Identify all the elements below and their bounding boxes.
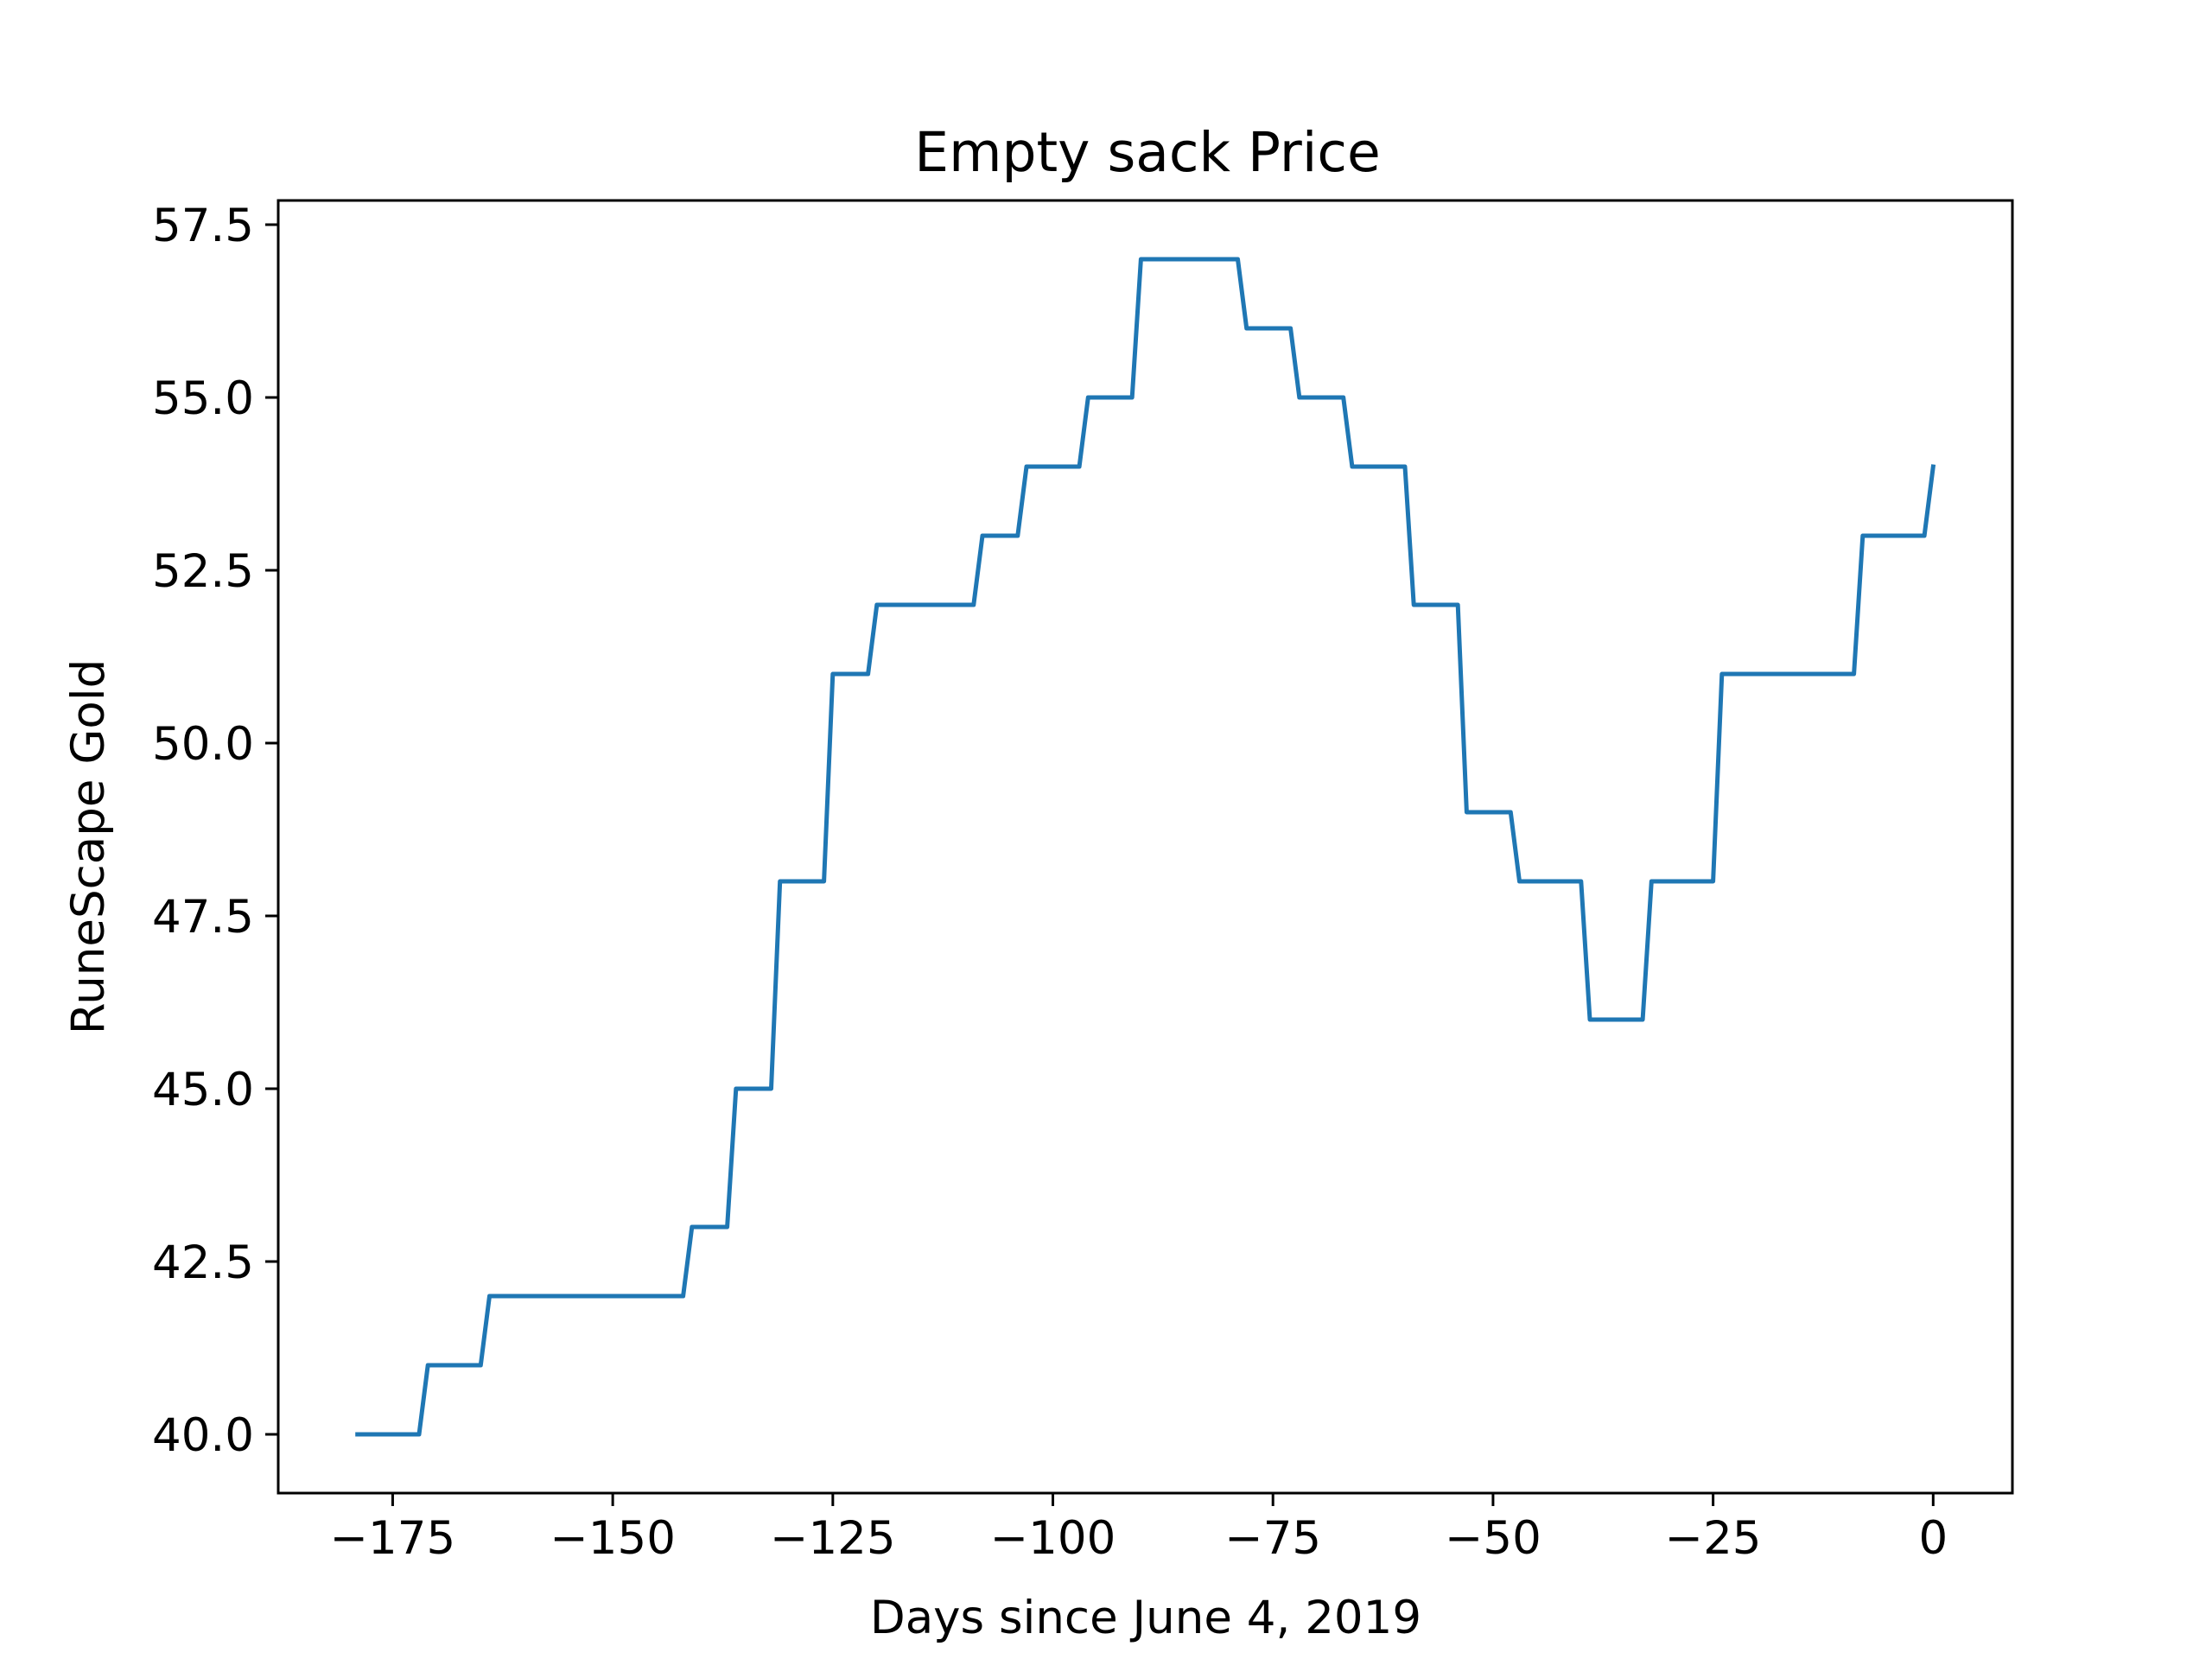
y-tick-label: 57.5 [152, 200, 254, 252]
x-axis-label: Days since June 4, 2019 [870, 1592, 1421, 1644]
plot-area [355, 257, 1936, 1437]
chart-title: Empty sack Price [914, 121, 1380, 184]
y-tick-label: 55.0 [152, 372, 254, 425]
x-tick-label: −75 [1224, 1512, 1321, 1565]
y-axis: 40.0 42.5 45.0 47.5 50.0 52.5 55.0 57.5 [152, 200, 278, 1462]
x-tick-label: −100 [990, 1512, 1116, 1565]
x-tick-label: −50 [1445, 1512, 1541, 1565]
y-tick-label: 52.5 [152, 545, 254, 598]
y-tick-label: 40.0 [152, 1409, 254, 1462]
x-tick-label: 0 [1918, 1512, 1948, 1565]
x-axis: −175 −150 −125 −100 −75 −50 −25 0 [330, 1493, 1948, 1565]
x-tick-label: −25 [1665, 1512, 1762, 1565]
x-tick-label: −150 [550, 1512, 676, 1565]
x-tick-label: −175 [330, 1512, 456, 1565]
y-tick-label: 45.0 [152, 1064, 254, 1116]
x-tick-label: −125 [770, 1512, 896, 1565]
plot-frame [276, 199, 2014, 1495]
price-series-line [355, 257, 1936, 1437]
y-axis-label: RuneScape Gold [62, 659, 115, 1034]
y-tick-label: 42.5 [152, 1236, 254, 1289]
y-tick-label: 47.5 [152, 891, 254, 944]
y-tick-label: 50.0 [152, 718, 254, 771]
